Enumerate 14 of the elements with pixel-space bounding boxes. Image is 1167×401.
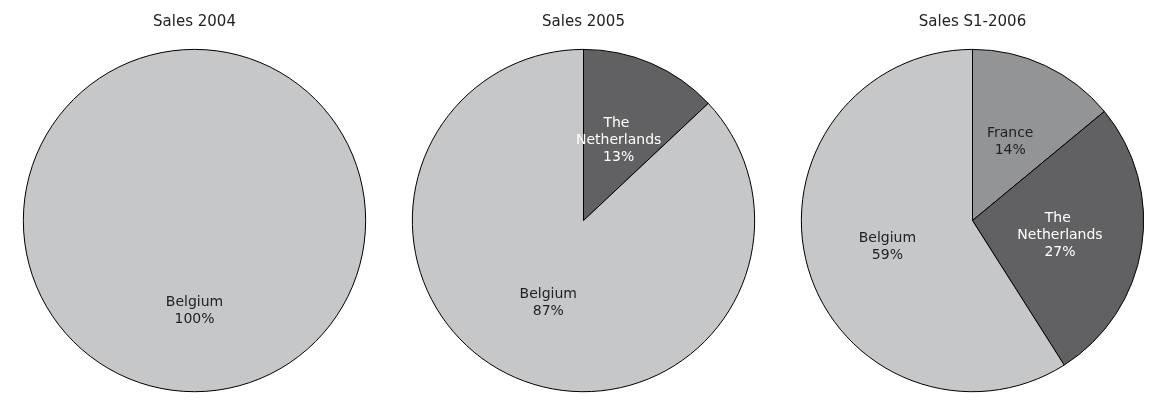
data-label: 87% (532, 302, 564, 319)
chart-title: Sales 2005 (542, 11, 625, 30)
data-label: 59% (871, 245, 903, 262)
slice-label: Belgium (165, 292, 224, 309)
data-label: 14% (994, 140, 1026, 157)
data-label: 100% (174, 309, 215, 326)
slice-label: Belgium (858, 228, 917, 245)
slice-label: The Netherlands (1017, 209, 1103, 243)
chart-title: Sales 2004 (153, 11, 236, 30)
slice-label: Belgium (519, 285, 578, 302)
data-label: 13% (603, 148, 635, 165)
chart-title: Sales S1-2006 (918, 11, 1027, 30)
slice-label: France (986, 123, 1034, 140)
data-label: 27% (1044, 243, 1076, 260)
